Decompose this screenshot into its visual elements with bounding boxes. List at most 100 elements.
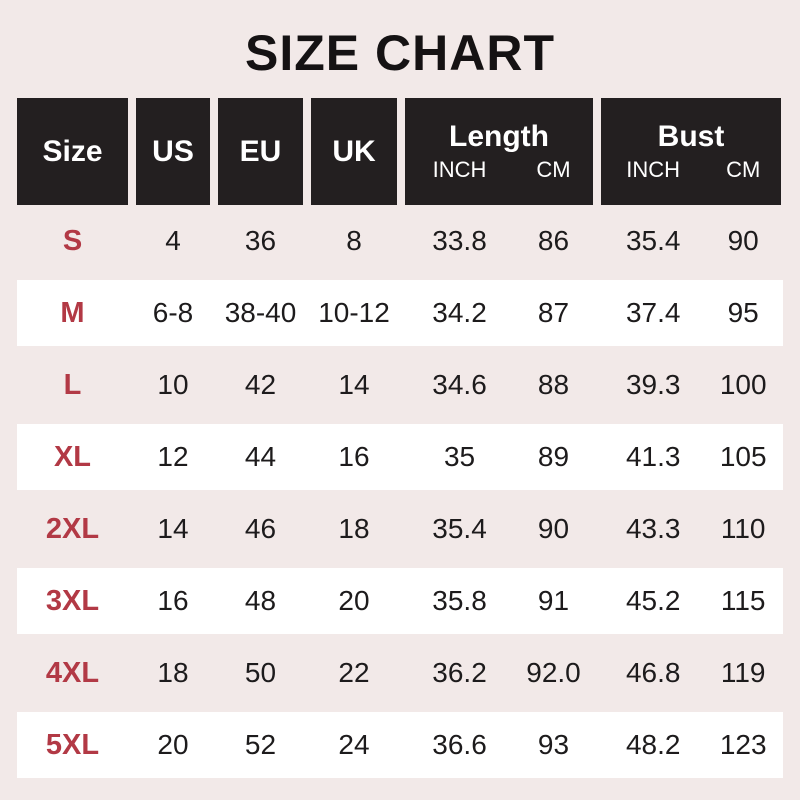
length-cell: 33.8 86 <box>405 205 593 277</box>
col-header-us-label: US <box>152 134 194 168</box>
uk-cell: 24 <box>338 729 370 760</box>
size-cell: 3XL <box>45 584 100 617</box>
col-header-us: US <box>136 98 210 205</box>
bust-cm-cell: 119 <box>720 657 766 688</box>
table-body: S 4 36 8 33.8 86 35.4 90 M 6-8 38-40 10-12 34.2 87 37.… <box>17 205 783 781</box>
length-cm-cell: 90 <box>537 513 570 544</box>
bust-cm-cell: 123 <box>719 729 767 760</box>
eu-cell: 42 <box>244 369 277 400</box>
length-inch-cell: 36.2 <box>432 657 487 688</box>
table-header: Size US EU UK Length INCH CM Bust INCH C… <box>17 98 783 205</box>
bust-cm-cell: 115 <box>720 585 766 616</box>
col-header-uk-label: UK <box>332 134 376 168</box>
eu-cell: 36 <box>244 225 277 256</box>
size-cell: S <box>62 224 83 257</box>
bust-inch-cell: 46.8 <box>625 657 681 688</box>
us-cell: 6-8 <box>152 297 194 328</box>
length-cm-cell: 93 <box>537 729 570 760</box>
length-cell: 36.6 93 <box>405 712 593 778</box>
eu-cell: 38-40 <box>224 297 297 328</box>
size-row-2xl: 2XL 14 46 18 35.4 90 43.3 110 <box>17 493 783 565</box>
us-cell: 16 <box>157 585 189 616</box>
col-header-bust-label: Bust <box>657 120 725 153</box>
length-cm-cell: 87 <box>537 297 570 328</box>
col-header-bust: Bust INCH CM <box>601 98 781 205</box>
uk-cell: 22 <box>338 657 370 688</box>
col-header-bust-inch: INCH <box>626 157 681 182</box>
length-cm-cell: 86 <box>537 225 570 256</box>
bust-cell: 48.2 123 <box>601 712 781 778</box>
bust-inch-cell: 39.3 <box>625 369 681 400</box>
col-header-length: Length INCH CM <box>405 98 593 205</box>
uk-cell: 20 <box>338 585 370 616</box>
bust-cell: 46.8 119 <box>601 637 781 709</box>
bust-cm-cell: 110 <box>720 513 766 544</box>
col-header-length-cm: CM <box>536 157 571 182</box>
size-row-3xl: 3XL 16 48 20 35.8 91 45.2 115 <box>17 565 783 637</box>
size-cell: 4XL <box>45 656 100 689</box>
col-header-eu: EU <box>218 98 303 205</box>
us-cell: 20 <box>157 729 189 760</box>
bust-cell: 43.3 110 <box>601 493 781 565</box>
us-cell: 10 <box>157 369 189 400</box>
length-inch-cell: 33.8 <box>432 225 487 256</box>
length-cm-cell: 91 <box>537 585 570 616</box>
bust-inch-cell: 43.3 <box>625 513 681 544</box>
col-header-length-subrow: INCH CM <box>405 159 593 181</box>
length-cell: 36.2 92.0 <box>405 637 593 709</box>
eu-cell: 48 <box>244 585 277 616</box>
bust-inch-cell: 48.2 <box>625 729 681 760</box>
us-cell: 12 <box>157 441 189 472</box>
size-cell: M <box>60 296 85 329</box>
bust-cm-cell: 90 <box>727 225 759 256</box>
length-cell: 34.2 87 <box>405 280 593 346</box>
length-cell: 35.4 90 <box>405 493 593 565</box>
length-cell: 35 89 <box>405 424 593 490</box>
bust-inch-cell: 45.2 <box>625 585 681 616</box>
size-cell: XL <box>53 440 92 473</box>
col-header-size-label: Size <box>42 134 103 168</box>
eu-cell: 50 <box>244 657 277 688</box>
size-row-xl: XL 12 44 16 35 89 41.3 105 <box>17 421 783 493</box>
us-cell: 14 <box>157 513 189 544</box>
eu-cell: 44 <box>244 441 277 472</box>
bust-cell: 35.4 90 <box>601 205 781 277</box>
uk-cell: 16 <box>338 441 370 472</box>
size-cell: L <box>63 368 82 401</box>
size-row-l: L 10 42 14 34.6 88 39.3 100 <box>17 349 783 421</box>
uk-cell: 8 <box>346 225 362 256</box>
bust-cell: 37.4 95 <box>601 280 781 346</box>
size-table: Size US EU UK Length INCH CM Bust INCH C… <box>17 98 783 781</box>
uk-cell: 18 <box>338 513 370 544</box>
length-inch-cell: 34.6 <box>432 369 487 400</box>
bust-cm-cell: 105 <box>719 441 767 472</box>
col-header-length-inch: INCH <box>432 157 487 182</box>
bust-inch-cell: 35.4 <box>625 225 681 256</box>
bust-cell: 45.2 115 <box>601 568 781 634</box>
bust-inch-cell: 37.4 <box>625 297 681 328</box>
uk-cell: 14 <box>338 369 370 400</box>
length-inch-cell: 36.6 <box>432 729 487 760</box>
length-cm-cell: 92.0 <box>526 657 581 688</box>
length-inch-cell: 34.2 <box>432 297 487 328</box>
uk-cell: 10-12 <box>318 297 390 328</box>
col-header-size: Size <box>17 98 128 205</box>
col-header-eu-label: EU <box>239 134 282 168</box>
length-inch-cell: 35.4 <box>432 513 487 544</box>
us-cell: 18 <box>157 657 189 688</box>
page-title: SIZE CHART <box>245 25 555 81</box>
col-header-length-label: Length <box>449 120 549 153</box>
length-cell: 34.6 88 <box>405 349 593 421</box>
size-cell: 5XL <box>45 728 100 761</box>
col-header-uk: UK <box>311 98 397 205</box>
bust-inch-cell: 41.3 <box>625 441 681 472</box>
size-row-4xl: 4XL 18 50 22 36.2 92.0 46.8 119 <box>17 637 783 709</box>
size-cell: 2XL <box>45 512 100 545</box>
length-cm-cell: 88 <box>537 369 570 400</box>
bust-cell: 41.3 105 <box>601 424 781 490</box>
bust-cm-cell: 100 <box>719 369 767 400</box>
length-cell: 35.8 91 <box>405 568 593 634</box>
size-row-5xl: 5XL 20 52 24 36.6 93 48.2 123 <box>17 709 783 781</box>
eu-cell: 46 <box>244 513 277 544</box>
us-cell: 4 <box>165 225 181 256</box>
